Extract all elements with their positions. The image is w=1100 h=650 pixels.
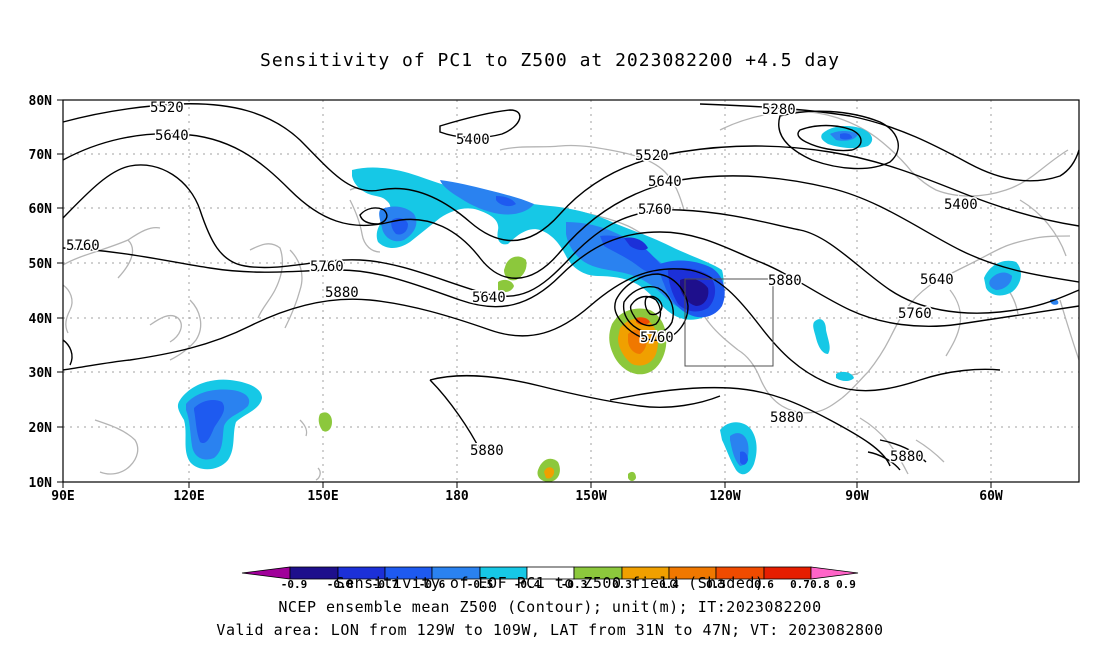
contour-label: 5520: [635, 148, 669, 164]
colorbar: [241, 566, 859, 580]
colorbar-labels: -0.9 -0.8 -0.7 -0.6 -0.5 -0.4 -0.3 0.3 0…: [281, 578, 856, 591]
contour-label: 5640: [472, 290, 506, 306]
contour-label: 5640: [648, 174, 682, 190]
contour-label: 5760: [66, 238, 100, 254]
lat-label: 50N: [29, 257, 53, 272]
contour-label: 5760: [640, 330, 674, 346]
contour-label: 5400: [456, 132, 490, 148]
footer-contour-info: NCEP ensemble mean Z500 (Contour); unit(…: [278, 598, 822, 616]
lat-label: 30N: [29, 366, 53, 381]
valid-area-box: [684, 278, 774, 367]
colorbar-label: -0.6: [419, 578, 446, 591]
contour-label: 5520: [150, 100, 184, 116]
lat-label: 70N: [29, 148, 53, 163]
contour-label: 5400: [944, 197, 978, 213]
contour-labels: 5520 5640 5760 5880 5400 5280 5520 5640 …: [65, 99, 980, 467]
contour-label: 5760: [310, 259, 344, 275]
colorbar-label: -0.3: [561, 578, 588, 591]
colorbar-label: 0.3: [612, 578, 632, 591]
z500-contours: [62, 103, 1080, 471]
map-title: Sensitivity of PC1 to Z500 at 2023082200…: [259, 50, 840, 71]
lon-label: 120E: [173, 489, 204, 504]
colorbar-label: -0.9: [281, 578, 308, 591]
lon-label: 150W: [575, 489, 606, 504]
lat-label: 40N: [29, 312, 53, 327]
colorbar-title: Sensitivity of EOF PC1 to Z500 field (Sh…: [335, 574, 765, 592]
map-frame: [57, 99, 1080, 488]
colorbar-label: -0.8: [327, 578, 354, 591]
contour-label: 5640: [920, 272, 954, 288]
colorbar-label: 0.5: [706, 578, 726, 591]
lat-label: 20N: [29, 421, 53, 436]
contour-label: 5880: [768, 273, 802, 289]
lat-label: 60N: [29, 202, 53, 217]
colorbar-max-triangle: [810, 566, 859, 580]
lat-label: 80N: [29, 94, 53, 109]
lon-label: 120W: [709, 489, 740, 504]
contour-label: 5640: [155, 128, 189, 144]
colorbar-label: -0.4: [514, 578, 541, 591]
colorbar-label: -0.5: [467, 578, 494, 591]
contour-label: 5880: [770, 410, 804, 426]
colorbar-label: 0.6: [754, 578, 774, 591]
colorbar-label: 0.9: [836, 578, 856, 591]
lon-label: 90E: [51, 489, 74, 504]
lon-label: 150E: [307, 489, 338, 504]
contour-label: 5880: [890, 449, 924, 465]
lon-label: 180: [445, 489, 469, 504]
colorbar-label: 0.8: [810, 578, 830, 591]
lon-axis-labels: 90E 120E 150E 180 150W 120W 90W 60W: [51, 489, 1003, 504]
lon-label: 90W: [845, 489, 869, 504]
contour-label: 5760: [638, 202, 672, 218]
footer-valid-area: Valid area: LON from 129W to 109W, LAT f…: [216, 621, 884, 639]
colorbar-label: 0.4: [659, 578, 679, 591]
lat-label: 10N: [29, 476, 53, 491]
colorbar-label: 0.7: [790, 578, 810, 591]
contour-label: 5880: [470, 443, 504, 459]
lat-axis-labels: 80N 70N 60N 50N 40N 30N 20N 10N: [29, 94, 53, 491]
lon-label: 60W: [979, 489, 1003, 504]
colorbar-label: -0.7: [372, 578, 399, 591]
contour-label: 5280: [762, 102, 796, 118]
contour-label: 5880: [325, 285, 359, 301]
contour-label: 5760: [898, 306, 932, 322]
